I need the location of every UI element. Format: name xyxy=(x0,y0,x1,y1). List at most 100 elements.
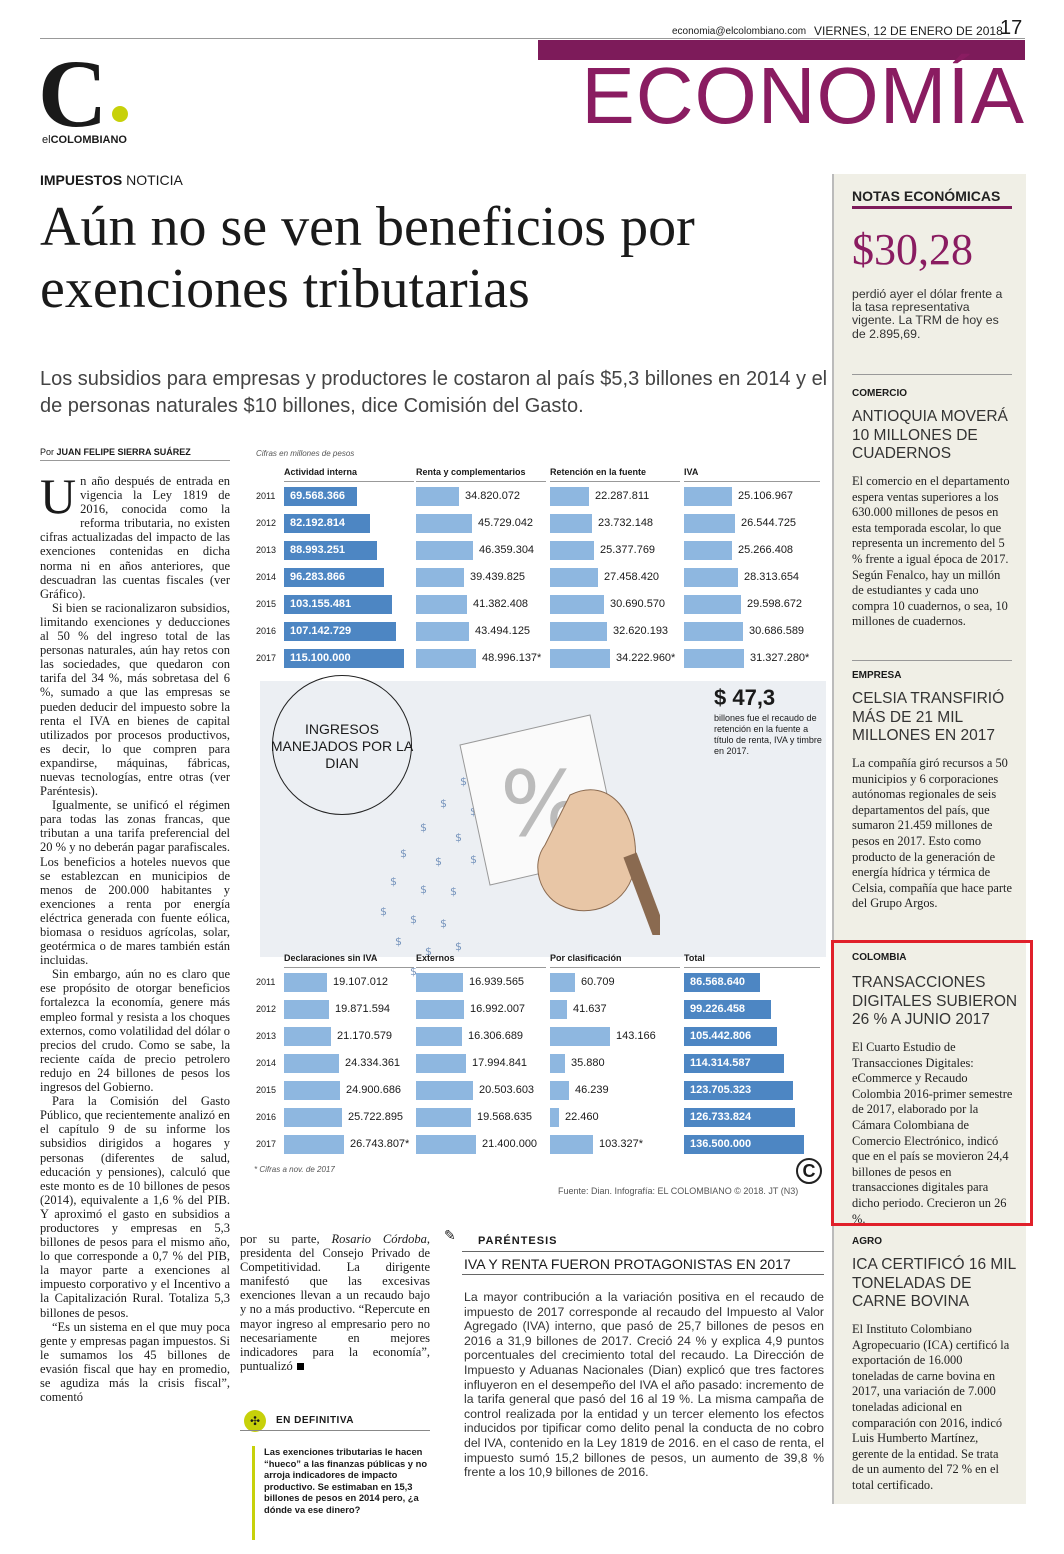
column-header-rule xyxy=(684,967,820,968)
cell-value: 46.359.304 xyxy=(479,544,535,556)
cell-value: 24.334.361 xyxy=(345,1057,401,1069)
column-header: Declaraciones sin IVA xyxy=(284,953,378,963)
sidebar-rule xyxy=(832,174,834,1504)
header-email[interactable]: economia@elcolombiano.com xyxy=(672,26,807,37)
bar xyxy=(284,541,377,560)
parentesis-title: IVA Y RENTA FUERON PROTAGONISTAS EN 2017 xyxy=(464,1256,791,1272)
en-definitiva-body: Las exenciones tributarias le hacen “hue… xyxy=(264,1446,428,1515)
bar xyxy=(550,622,607,641)
bar xyxy=(416,973,463,992)
byline: Por JUAN FELIPE SIERRA SUÁREZ xyxy=(40,447,191,457)
bar xyxy=(284,487,357,506)
parentesis-rule-top xyxy=(462,1251,824,1252)
svg-text:$: $ xyxy=(470,805,477,818)
svg-text:$: $ xyxy=(455,940,462,953)
bar xyxy=(416,649,476,668)
year-label: 2013 xyxy=(256,1031,277,1041)
cell-value: 26.743.807* xyxy=(350,1138,410,1150)
svg-text:$: $ xyxy=(455,831,462,844)
bar xyxy=(550,1081,569,1100)
bar xyxy=(684,595,741,614)
byline-rule xyxy=(40,460,230,461)
column-header-rule xyxy=(284,481,414,482)
quoted-person: Rosario Córdoba xyxy=(331,1232,427,1246)
sidebar-big-number: $30,28 xyxy=(852,225,973,274)
bar xyxy=(550,595,604,614)
bar xyxy=(284,622,396,641)
bar xyxy=(284,1135,344,1154)
en-definitiva-bar xyxy=(252,1446,255,1540)
svg-text:$: $ xyxy=(395,935,402,948)
svg-text:$: $ xyxy=(390,875,397,888)
year-label: 2014 xyxy=(256,1058,277,1068)
logo-dot xyxy=(112,106,128,122)
parentesis-rule-bottom xyxy=(462,1274,824,1275)
bar xyxy=(550,568,598,587)
bar xyxy=(684,1054,784,1073)
parentesis-body: La mayor contribución a la variación pos… xyxy=(464,1290,824,1480)
paragraph-3: Igualmente, se unificó el régimen para t… xyxy=(40,798,230,968)
bar xyxy=(284,568,384,587)
cell-value: 31.327.280* xyxy=(750,652,810,664)
bar xyxy=(684,649,744,668)
cell-value: 24.900.686 xyxy=(346,1084,402,1096)
year-label: 2016 xyxy=(256,626,277,636)
article-column-2: por su parte, Rosario Córdoba, president… xyxy=(240,1232,430,1390)
year-label: 2014 xyxy=(256,572,277,582)
units-note: Cifras en millones de pesos xyxy=(256,449,355,458)
bar xyxy=(684,487,732,506)
year-label: 2017 xyxy=(256,653,277,663)
deck: Los subsidios para empresas y productore… xyxy=(40,368,828,417)
cell-value: 19.871.594 xyxy=(335,1003,391,1015)
sidebar-item-body: El Instituto Colombiano Agropecuario (IC… xyxy=(852,1322,1010,1492)
column-header-rule xyxy=(684,481,820,482)
svg-text:$: $ xyxy=(450,885,457,898)
cell-value: 34.820.072 xyxy=(465,490,521,502)
bar xyxy=(550,1135,593,1154)
cell-value: 27.458.420 xyxy=(604,571,660,583)
sidebar-big-text: perdió ayer el dólar frente a la tasa re… xyxy=(852,287,1003,341)
bar xyxy=(684,541,732,560)
bar xyxy=(684,1135,804,1154)
svg-text:$: $ xyxy=(410,913,417,926)
cell-value: 22.287.811 xyxy=(595,490,650,502)
sidebar-item-body: El Cuarto Estudio de Transacciones Digit… xyxy=(852,1040,1013,1226)
cell-value: 34.222.960* xyxy=(616,652,676,664)
sidebar-item-body: La compañía giró recursos a 50 municipio… xyxy=(852,756,1012,911)
sidebar-title: NOTAS ECONÓMICAS xyxy=(852,188,1001,204)
hand-card-illustration: % xyxy=(459,714,660,935)
bar xyxy=(284,595,392,614)
column-header-rule xyxy=(416,967,546,968)
bar xyxy=(284,1000,329,1019)
svg-text:$: $ xyxy=(410,965,417,978)
bar xyxy=(416,487,459,506)
bar xyxy=(684,1027,777,1046)
sidebar-rule-1 xyxy=(852,374,1012,375)
end-mark xyxy=(296,1362,304,1370)
cell-value: 43.494.125 xyxy=(475,625,531,637)
cell-value: 16.992.007 xyxy=(470,1003,526,1015)
cell-value: 25.722.895 xyxy=(348,1111,404,1123)
bar xyxy=(684,1081,793,1100)
column-header: Por clasificación xyxy=(550,953,622,963)
column-header: Renta y complementarios xyxy=(416,467,526,477)
bar xyxy=(416,1000,464,1019)
sidebar-item-title: ANTIOQUIA MOVERÁ 10 MILLONES DE CUADERNO… xyxy=(852,408,1008,463)
bar xyxy=(684,622,743,641)
bar xyxy=(550,1108,559,1127)
bar xyxy=(684,973,760,992)
bar xyxy=(550,973,575,992)
retention-total-text: billones fue el recaudo de retención en … xyxy=(714,713,822,756)
byline-prefix: Por xyxy=(40,447,55,457)
svg-text:$: $ xyxy=(420,821,427,834)
cell-value: 30.690.570 xyxy=(610,598,666,610)
cell-value: 69.568.366 xyxy=(290,490,346,502)
bar xyxy=(684,568,738,587)
sidebar-item-label: EMPRESA xyxy=(852,670,902,681)
dian-circle xyxy=(272,675,412,815)
bar xyxy=(684,514,735,533)
cell-value: 143.166 xyxy=(616,1030,656,1042)
paragraph-2: Si bien se racionalizaron subsidios, lim… xyxy=(40,600,230,799)
sidebar-item-label: AGRO xyxy=(852,1236,882,1247)
source-credit: Fuente: Dian. Infografía: EL COLOMBIANO … xyxy=(558,1186,799,1196)
